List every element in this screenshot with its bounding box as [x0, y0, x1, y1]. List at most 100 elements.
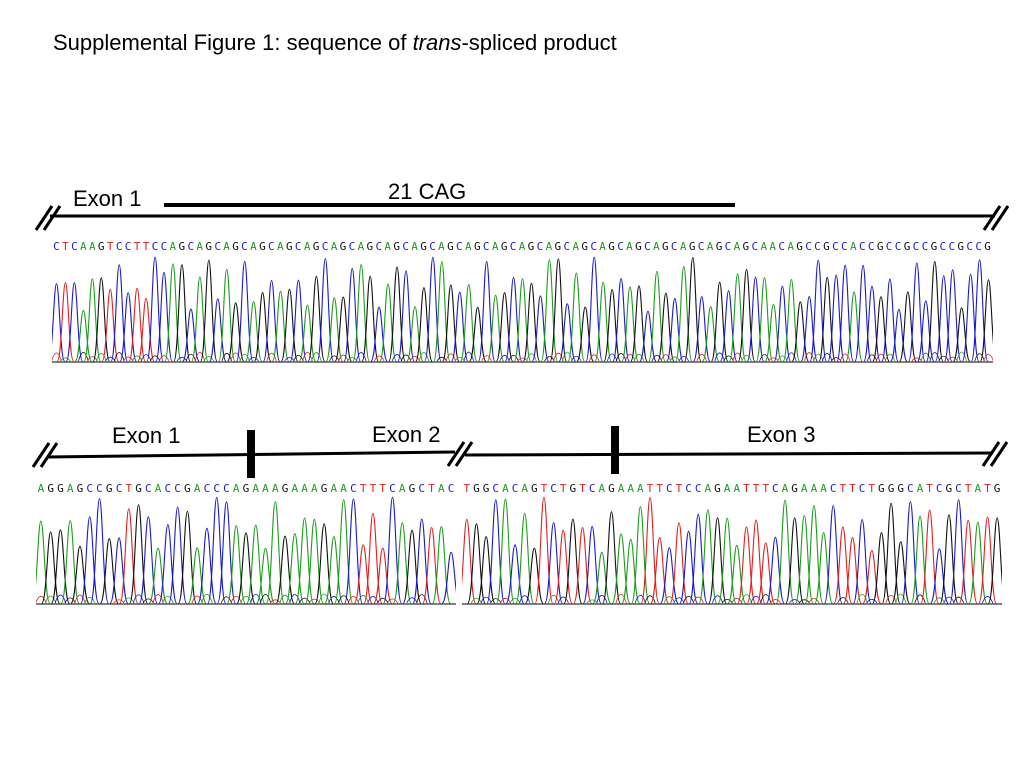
trace-noise: [553, 352, 564, 362]
base-letter: G: [135, 482, 142, 495]
figure-title: Supplemental Figure 1: sequence of trans…: [53, 30, 617, 55]
base-letter: A: [810, 482, 818, 495]
trace-peak: [383, 496, 402, 604]
trace-noise: [692, 596, 704, 604]
panel1-exon1-label: Exon 1: [73, 186, 142, 211]
trace-peak: [148, 547, 168, 604]
trace-noise: [711, 595, 724, 604]
trace-peak: [708, 517, 727, 604]
trace-peak: [129, 504, 148, 604]
trace-peak: [930, 548, 949, 604]
trace-peak: [265, 501, 285, 604]
base-letter: A: [760, 240, 768, 253]
trace-peak: [863, 285, 881, 362]
base-letter: C: [350, 482, 357, 495]
trace-peak: [451, 291, 469, 362]
base-letter: T: [142, 240, 150, 253]
base-letter: C: [482, 240, 490, 253]
trace-peak: [737, 268, 756, 362]
trace-peak: [236, 532, 256, 604]
base-letter: C: [644, 240, 651, 253]
base-letter: T: [125, 482, 133, 495]
trace-peak: [862, 549, 882, 604]
trace-peak: [603, 288, 621, 362]
trace-noise: [633, 353, 645, 362]
panel2-chromatogram-left: [36, 496, 456, 605]
trace-peak: [373, 547, 393, 604]
trace-noise: [318, 593, 330, 604]
base-letter: G: [993, 482, 1001, 495]
base-letter: G: [887, 482, 895, 495]
trace-peak: [56, 282, 75, 362]
trace-noise: [302, 351, 313, 362]
trace-peak: [298, 304, 317, 362]
base-letter: A: [66, 482, 74, 495]
base-letter: C: [912, 240, 920, 253]
base-letter: A: [438, 240, 445, 253]
trace-noise: [660, 354, 672, 362]
trace-noise: [615, 593, 627, 604]
base-letter: T: [379, 482, 386, 495]
trace-noise: [519, 595, 531, 604]
base-letter: C: [921, 240, 929, 253]
trace-noise: [839, 353, 851, 362]
base-letter: C: [832, 240, 839, 253]
trace-noise: [131, 355, 143, 362]
trace-peak: [285, 532, 305, 604]
base-letter: C: [418, 482, 426, 495]
base-letter: A: [250, 240, 257, 253]
trace-peak: [379, 283, 397, 362]
trace-peak: [766, 536, 785, 604]
trace-noise: [338, 595, 350, 604]
base-letter: G: [554, 240, 562, 253]
base-letter: C: [841, 240, 848, 253]
trace-peak: [611, 533, 631, 604]
trace-noise: [158, 355, 170, 362]
trace-noise: [499, 597, 511, 604]
trace-noise: [406, 597, 418, 604]
trace-peak: [254, 292, 272, 362]
base-letter: G: [447, 240, 454, 253]
trace-peak: [209, 298, 227, 362]
base-letter: C: [697, 240, 705, 253]
trace-noise: [259, 594, 272, 604]
trace-noise: [386, 598, 399, 604]
trace-peak: [540, 259, 558, 362]
trace-noise: [588, 354, 600, 362]
base-letter: A: [271, 482, 279, 495]
base-letter: T: [926, 482, 933, 495]
trace-peak: [910, 515, 930, 604]
base-letter: A: [276, 240, 284, 253]
trace-peak: [775, 499, 795, 604]
base-letter: A: [80, 240, 87, 253]
base-letter: T: [106, 240, 114, 253]
base-letter: G: [897, 482, 904, 495]
trace-peak: [51, 529, 70, 604]
base-letter: A: [398, 482, 406, 495]
trace-noise: [983, 353, 993, 362]
base-letter: C: [966, 240, 973, 253]
base-letter: G: [205, 240, 212, 253]
base-letter: C: [294, 240, 302, 253]
trace-noise: [230, 595, 242, 604]
trace-peak: [785, 517, 804, 604]
trace-noise: [328, 596, 340, 604]
trace-peak: [119, 292, 137, 362]
base-letter: C: [241, 240, 248, 253]
base-letter: G: [945, 482, 953, 495]
trace-noise: [84, 596, 96, 604]
trace-peak: [773, 285, 791, 362]
trace-peak: [764, 303, 783, 362]
base-letter: T: [579, 482, 586, 495]
trace-peak: [158, 524, 178, 604]
trace-peak: [370, 306, 388, 362]
trace-noise: [786, 352, 797, 362]
trace-peak: [827, 274, 845, 362]
trace-noise: [176, 356, 188, 362]
base-letter: G: [714, 482, 721, 495]
trace-noise: [113, 599, 125, 604]
trace-noise: [732, 352, 743, 362]
panel2-chromatogram-right: [462, 496, 1002, 605]
base-letter: C: [867, 240, 875, 253]
trace-peak: [245, 301, 263, 362]
